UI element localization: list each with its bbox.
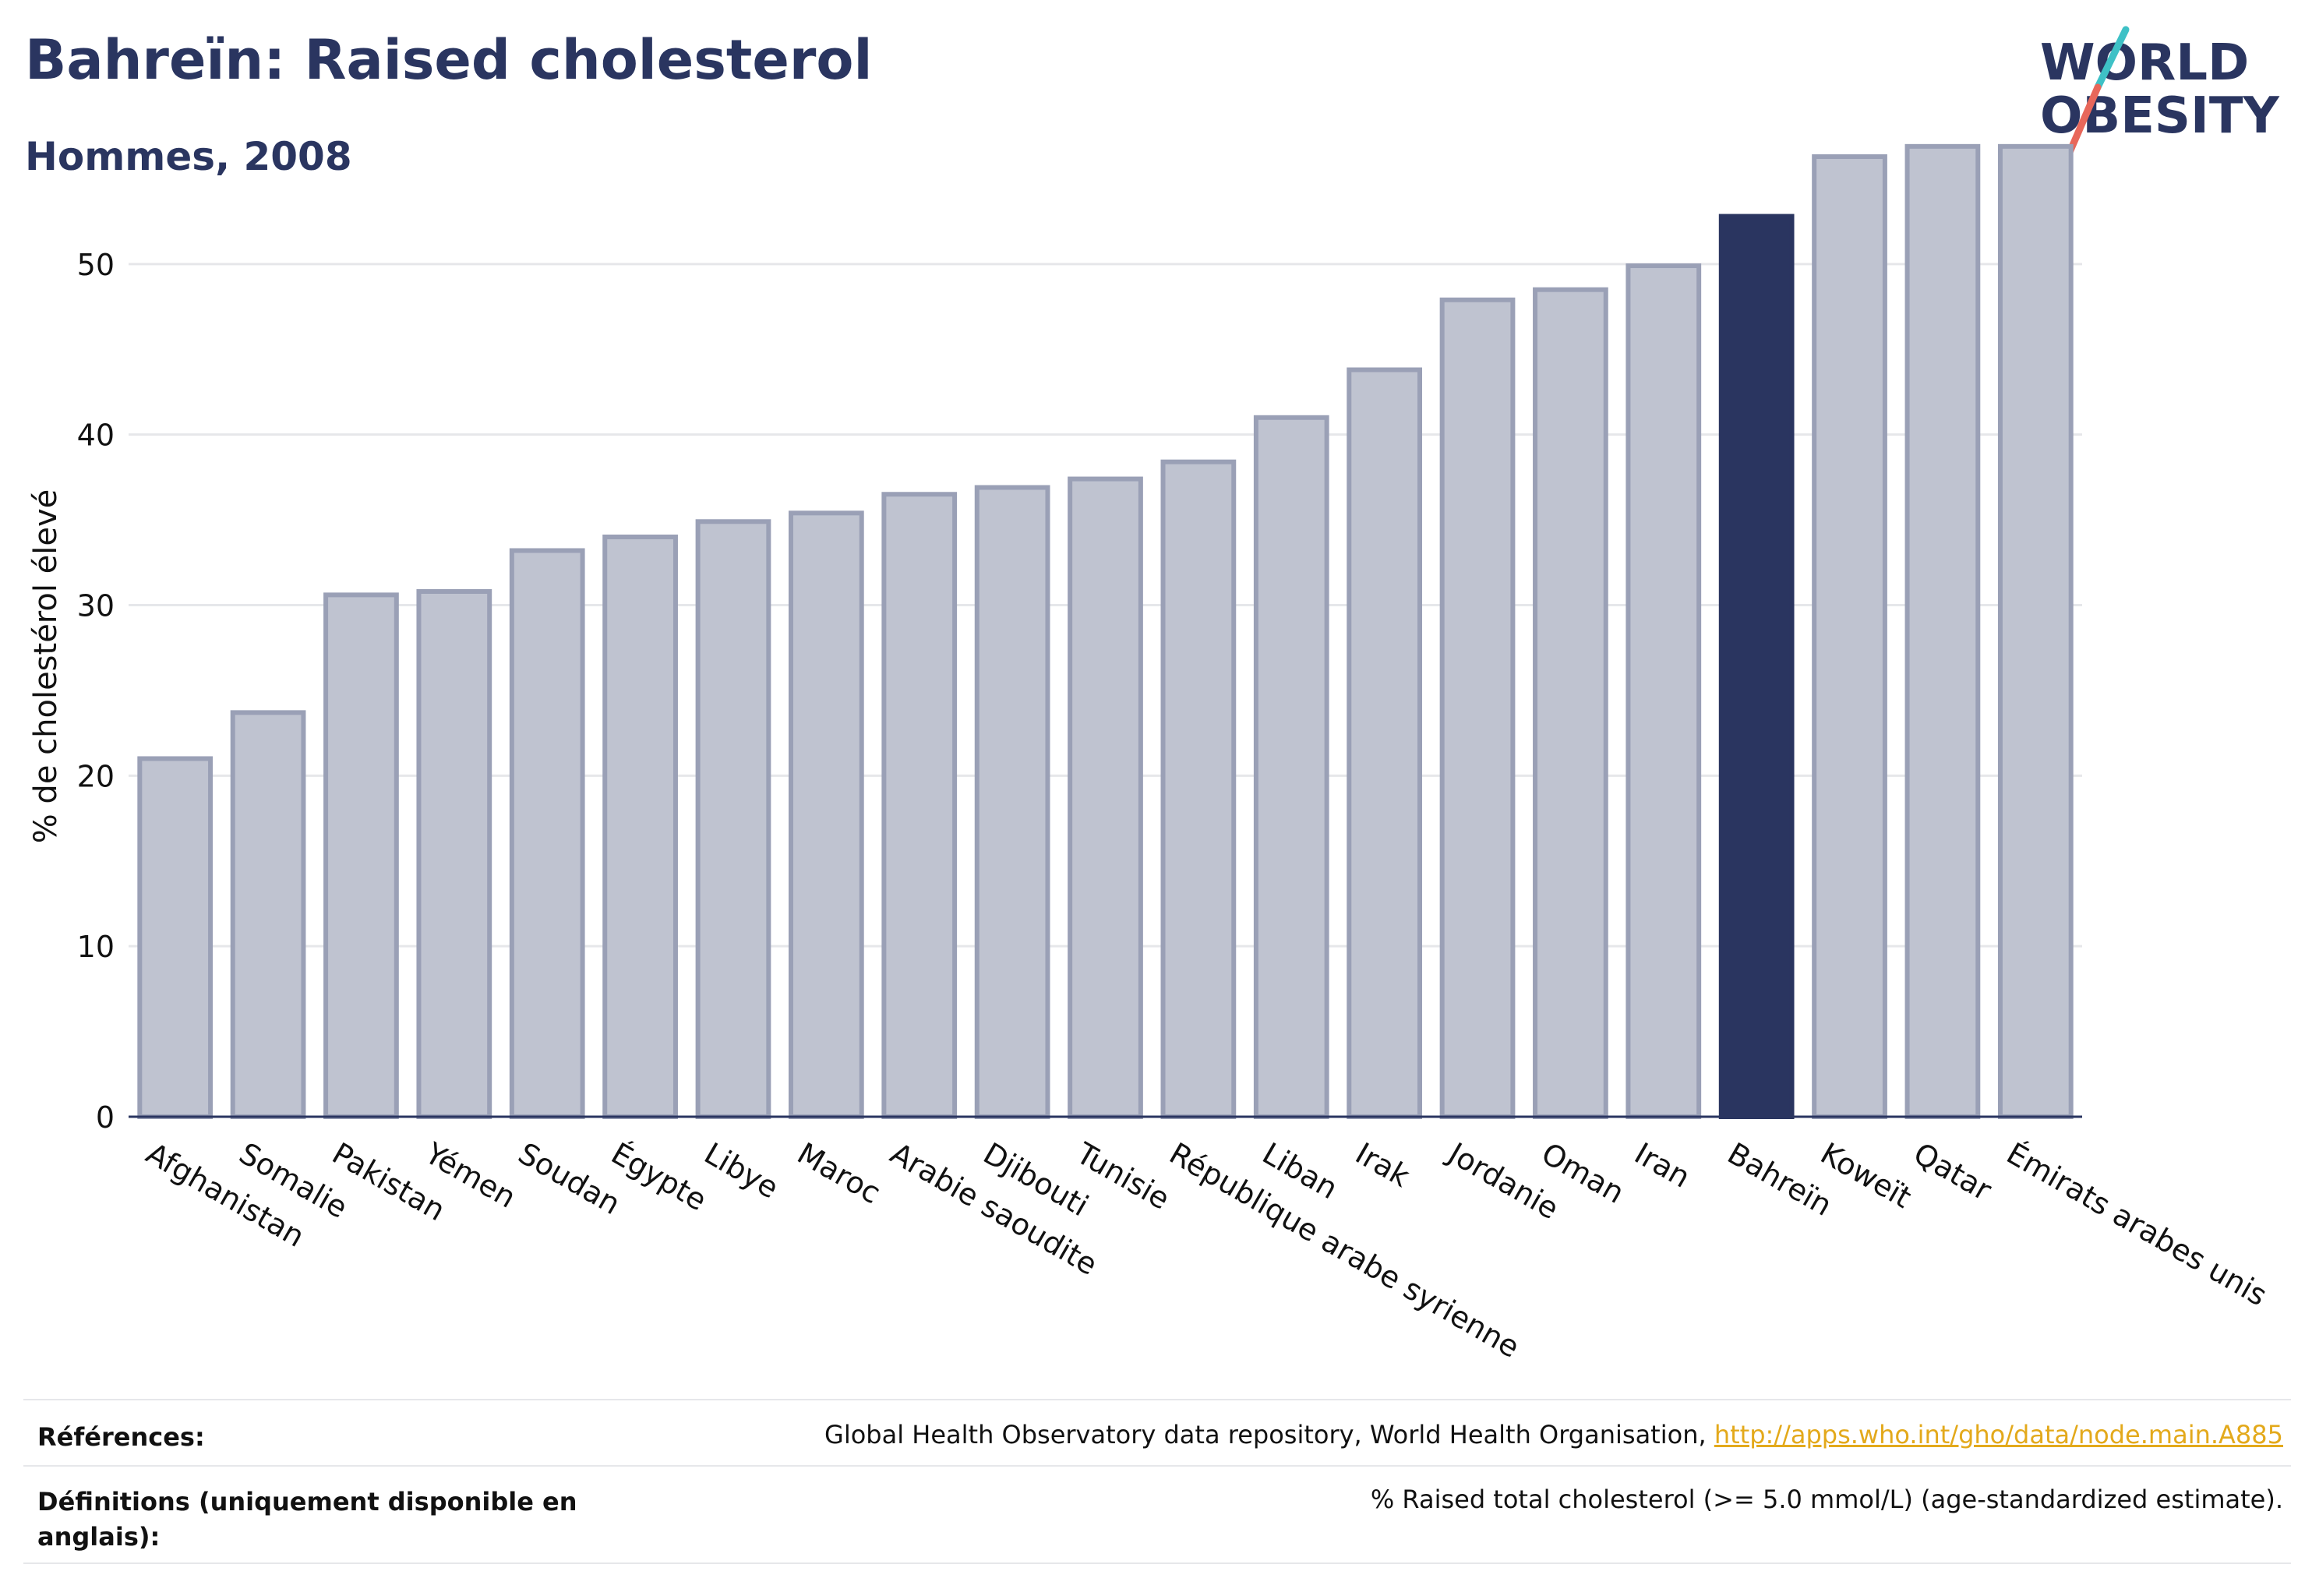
x-tick-label: Émirats arabes unis bbox=[2001, 1136, 2273, 1313]
bar-20[interactable] bbox=[1904, 143, 1981, 1119]
y-axis-label: % de cholestérol élevé bbox=[28, 489, 64, 844]
bar-19[interactable] bbox=[1812, 154, 1887, 1119]
footer-divider-bottom bbox=[23, 1562, 2291, 1564]
bars bbox=[137, 143, 2074, 1120]
y-tick-label: 40 bbox=[77, 418, 115, 453]
definitions-label-line1: Définitions (uniquement disponible en bbox=[37, 1487, 577, 1517]
y-tick-label: 20 bbox=[77, 759, 115, 793]
references-label: Références: bbox=[37, 1422, 205, 1452]
bar-18[interactable] bbox=[1718, 214, 1795, 1119]
logo-text-world: WORLD bbox=[2040, 34, 2249, 92]
references-link[interactable]: http://apps.who.int/gho/data/node.main.A… bbox=[1714, 1420, 2283, 1449]
x-tick-label: Bahreïn bbox=[1722, 1136, 1838, 1223]
bar-5[interactable] bbox=[509, 548, 585, 1119]
bar-11[interactable] bbox=[1068, 476, 1143, 1119]
x-tick-label: Libye bbox=[698, 1136, 784, 1206]
y-tick-label: 10 bbox=[77, 930, 115, 964]
bar-12[interactable] bbox=[1160, 459, 1237, 1119]
bar-1[interactable] bbox=[137, 756, 214, 1119]
x-tick-label: Iran bbox=[1629, 1136, 1696, 1195]
bar-15[interactable] bbox=[1439, 297, 1516, 1119]
definitions-label-line2: anglais): bbox=[37, 1521, 161, 1552]
bar-3[interactable] bbox=[323, 592, 399, 1119]
x-tick-label: Irak bbox=[1350, 1136, 1415, 1194]
x-tick-label: Maroc bbox=[792, 1136, 887, 1211]
x-tick-label: Égypte bbox=[605, 1136, 712, 1218]
footer-divider-top bbox=[23, 1399, 2291, 1400]
chart-subtitle: Hommes, 2008 bbox=[25, 134, 352, 179]
logo-slash-top bbox=[2094, 26, 2130, 91]
bar-14[interactable] bbox=[1347, 367, 1423, 1119]
bar-9[interactable] bbox=[881, 492, 958, 1119]
footer-divider-middle bbox=[23, 1465, 2291, 1467]
bar-10[interactable] bbox=[974, 485, 1050, 1119]
x-tick-label: Qatar bbox=[1908, 1136, 1997, 1208]
bar-16[interactable] bbox=[1533, 287, 1608, 1119]
bar-4[interactable] bbox=[416, 588, 492, 1119]
definitions-value: % Raised total cholesterol (>= 5.0 mmol/… bbox=[1370, 1485, 2283, 1514]
bar-8[interactable] bbox=[788, 510, 864, 1119]
bar-7[interactable] bbox=[695, 519, 771, 1119]
references-value: Global Health Observatory data repositor… bbox=[824, 1420, 2283, 1449]
chart-title: Bahreïn: Raised cholesterol bbox=[25, 28, 873, 92]
x-tick-label: Soudan bbox=[513, 1136, 627, 1222]
definitions-label: Définitions (uniquement disponible en an… bbox=[37, 1485, 577, 1555]
y-tick-label: 30 bbox=[77, 589, 115, 623]
bar-chart: 01020304050AfghanistanSomaliePakistanYém… bbox=[28, 143, 2273, 1365]
bar-6[interactable] bbox=[602, 534, 678, 1119]
references-text: Global Health Observatory data repositor… bbox=[824, 1420, 1714, 1449]
bar-2[interactable] bbox=[230, 710, 306, 1119]
y-tick-label: 0 bbox=[96, 1100, 115, 1135]
bar-13[interactable] bbox=[1253, 415, 1329, 1119]
bar-21[interactable] bbox=[1997, 143, 2074, 1119]
bar-17[interactable] bbox=[1626, 263, 1702, 1120]
y-tick-label: 50 bbox=[77, 248, 115, 282]
